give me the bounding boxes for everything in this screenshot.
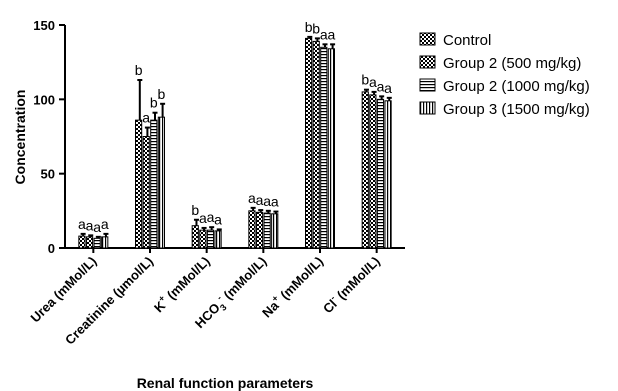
bar [93, 237, 101, 249]
y-tick-label: 0 [48, 241, 55, 256]
significance-label: a [248, 190, 256, 206]
legend-swatch [419, 101, 436, 115]
significance-label: a [199, 210, 207, 226]
significance-label: b [312, 20, 320, 36]
x-tick-label: Cl- (mMol/L) [319, 252, 383, 316]
significance-label: b [135, 62, 143, 78]
bar [157, 116, 166, 249]
bar [312, 40, 320, 249]
significance-label: a [207, 209, 215, 225]
significance-label: a [78, 216, 86, 232]
bar [320, 46, 328, 249]
y-tick-label: 50 [41, 167, 55, 182]
y-tick-label: 100 [33, 92, 55, 107]
significance-label: a [263, 193, 271, 209]
significance-label: a [93, 219, 101, 235]
significance-label: a [101, 216, 109, 232]
significance-label: a [320, 26, 328, 42]
bar [305, 37, 313, 249]
bar [142, 136, 150, 249]
bar [85, 236, 94, 249]
bar [135, 119, 143, 249]
bar [255, 211, 264, 249]
x-axis-title: Renal function parameters [137, 375, 314, 391]
legend-label: Group 2 (1000 mg/kg) [443, 78, 590, 95]
significance-label: a [328, 26, 336, 42]
significance-label: a [256, 192, 264, 208]
bar [376, 98, 385, 249]
bar [369, 94, 377, 249]
bar [361, 91, 369, 249]
significance-label: a [369, 74, 377, 90]
y-axis-title: Concentration [12, 90, 28, 185]
significance-label: b [361, 72, 369, 88]
legend-label: Group 2 (500 mg/kg) [443, 55, 581, 72]
x-tick-label: K+ (mMol/L) [150, 252, 213, 315]
significance-label: a [214, 211, 222, 227]
significance-label: a [384, 80, 392, 96]
significance-label: a [142, 110, 150, 126]
legend: Control Group 2 (500 mg/kg) Group 2 (1000 … [419, 32, 590, 118]
bar [199, 229, 207, 249]
significance-label: a [86, 217, 94, 233]
bar [150, 119, 158, 249]
bar [327, 48, 335, 249]
bar [101, 236, 109, 249]
significance-label: b [305, 19, 313, 35]
y-tick-label: 150 [33, 18, 55, 33]
bar [191, 225, 199, 249]
significance-label: a [377, 78, 385, 94]
x-tick-label: Na+ (mMol/L) [258, 252, 326, 320]
bar [263, 212, 271, 249]
bar [248, 210, 256, 249]
legend-label: Control [443, 32, 491, 49]
significance-label: a [271, 194, 279, 210]
legend-swatch [419, 32, 436, 46]
bar [206, 229, 215, 249]
legend-swatch [419, 55, 436, 69]
bar [78, 235, 86, 249]
significance-label: b [158, 86, 166, 102]
legend-swatch [419, 78, 436, 92]
significance-label: b [191, 202, 199, 218]
significance-label: b [150, 95, 158, 111]
bar [384, 100, 392, 249]
legend-label: Group 3 (1500 mg/kg) [443, 101, 590, 118]
bar [271, 213, 279, 249]
bar [214, 230, 222, 249]
